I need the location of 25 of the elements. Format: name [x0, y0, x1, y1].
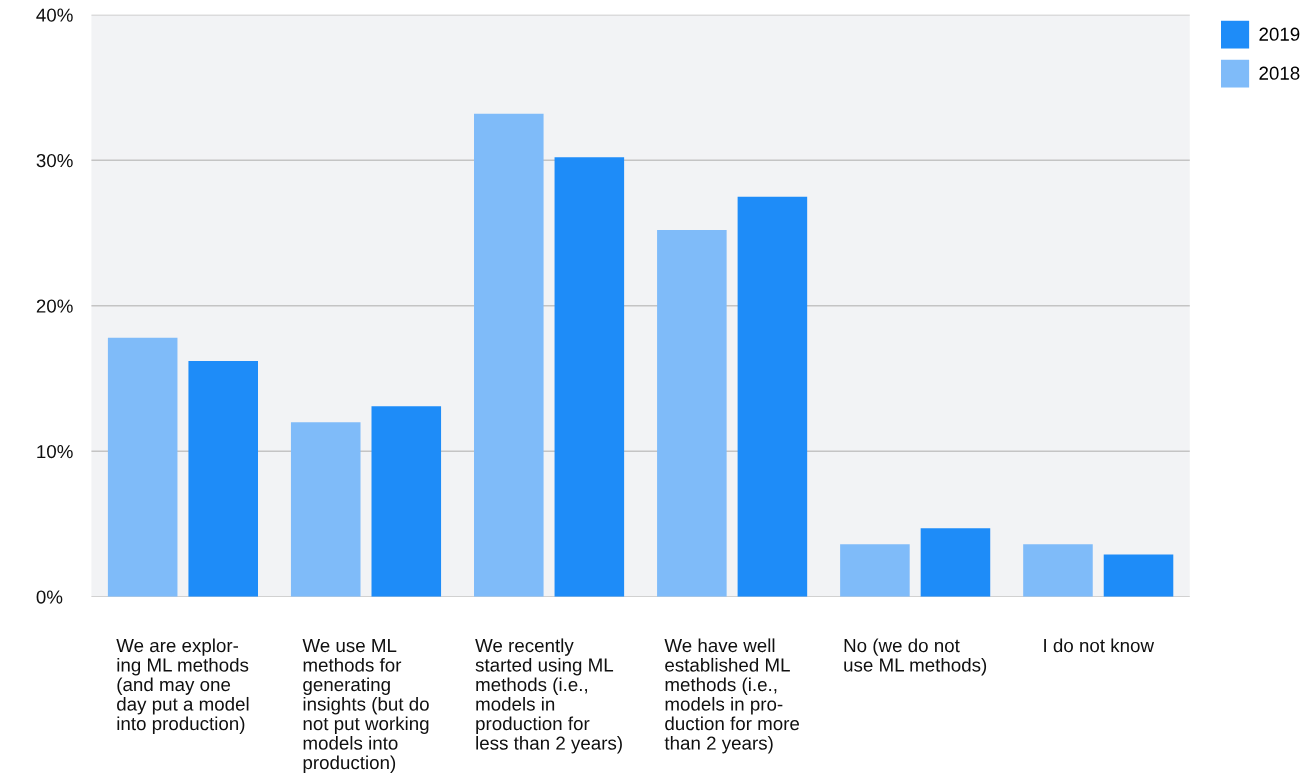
bar [107, 337, 178, 597]
y-tick-label: 40% [36, 8, 73, 22]
bar [1103, 554, 1174, 597]
x-tick-label: No (we do not use ML methods) [844, 638, 987, 676]
bar [657, 230, 727, 597]
y-tick-label: 30% [36, 153, 73, 168]
x-tick-label: We are explor- ing ML methods (and may one day put a model into production) [116, 638, 249, 734]
bar [554, 157, 625, 597]
y-tick-label: 10% [37, 444, 73, 459]
bar [474, 113, 544, 597]
bar [737, 196, 808, 597]
y-tick-label: 0% [36, 590, 63, 604]
x-tick-label: We use ML methods for generating insights (but do not put working models into production) [302, 639, 429, 773]
bar [188, 361, 258, 597]
bar [1023, 544, 1093, 597]
y-tick-label: 20% [36, 299, 73, 313]
bar [920, 528, 991, 597]
x-tick-label: I do not know [1044, 638, 1155, 653]
bar [290, 422, 361, 597]
legend-label: 2018 [1259, 66, 1300, 80]
bar [371, 406, 442, 597]
x-tick-label: We have well established ML methods (i.e., models in pro- duction for more than 2 years) [664, 638, 800, 754]
x-tick-label: We recently started using ML methods (i.e., models in production for less than 2 years) [475, 638, 622, 754]
bar [840, 544, 910, 597]
legend-label: 2019 [1259, 27, 1300, 41]
